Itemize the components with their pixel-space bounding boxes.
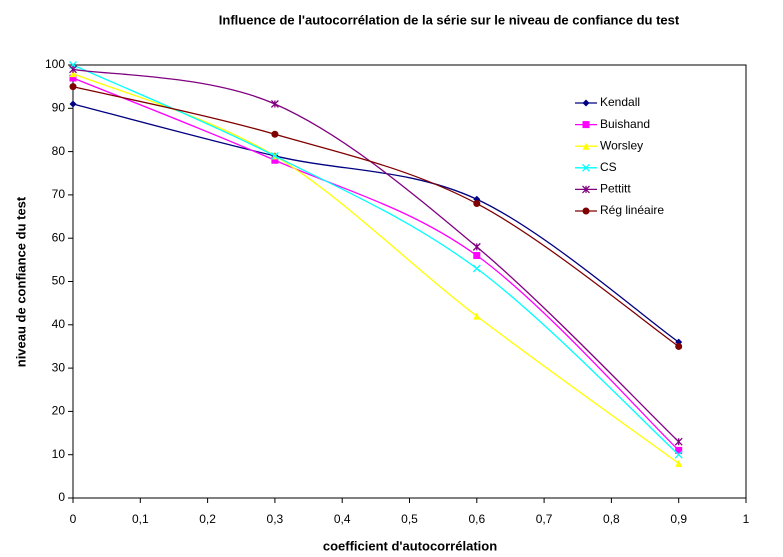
series-line (72, 103, 680, 343)
y-tick-label: 60 (52, 230, 66, 244)
y-axis-label: niveau de confiance du test (13, 196, 28, 367)
data-point (473, 252, 481, 260)
series-line (72, 86, 680, 347)
series-line (72, 64, 680, 456)
data-point (473, 200, 481, 208)
legend-label: Buishand (600, 117, 650, 131)
x-tick-label: 0,5 (401, 512, 418, 526)
legend-marker (582, 185, 590, 194)
legend-label: Pettitt (600, 182, 631, 196)
legend-marker (582, 207, 590, 215)
y-tick-label: 90 (52, 100, 66, 114)
data-point (270, 151, 279, 160)
data-point (69, 65, 77, 74)
data-point (270, 100, 279, 108)
x-tick-label: 0 (70, 512, 77, 526)
data-point (674, 437, 683, 446)
data-point (69, 100, 77, 108)
chart-title: Influence de l'autocorrélation de la sér… (219, 12, 680, 27)
legend-label: Worsley (600, 138, 643, 152)
x-tick-label: 0,4 (334, 512, 351, 526)
y-tick-label: 100 (45, 57, 65, 71)
data-point (69, 83, 77, 91)
data-point (69, 70, 77, 78)
series-line (72, 77, 680, 451)
x-tick-label: 0,6 (468, 512, 485, 526)
y-tick-label: 40 (52, 317, 66, 331)
data-point (271, 130, 279, 138)
y-tick-label: 70 (52, 187, 66, 201)
legend-marker (582, 142, 590, 150)
y-tick-label: 50 (52, 274, 66, 288)
series-line (72, 68, 680, 443)
legend-label: CS (600, 160, 617, 174)
legend-marker (582, 99, 590, 107)
x-axis-label: coefficient d'autocorrélation (323, 538, 497, 553)
data-point (675, 446, 683, 454)
data-point (473, 312, 481, 320)
data-point (675, 459, 683, 467)
y-tick-label: 20 (52, 404, 66, 418)
x-tick-label: 0,2 (199, 512, 216, 526)
data-point (472, 264, 481, 273)
series-line (72, 73, 680, 464)
x-tick-label: 0,3 (267, 512, 284, 526)
y-tick-label: 0 (58, 490, 65, 504)
y-tick-label: 80 (52, 144, 66, 158)
data-point (472, 242, 481, 251)
data-point (675, 342, 683, 350)
data-point (674, 450, 683, 459)
y-tick-label: 30 (52, 360, 66, 374)
x-tick-label: 0,7 (536, 512, 553, 526)
y-tick-label: 10 (52, 447, 66, 461)
x-tick-label: 0,9 (670, 512, 687, 526)
legend-label: Rég linéaire (600, 203, 664, 217)
legend-marker (582, 121, 590, 129)
legend-marker (582, 163, 590, 172)
x-tick-label: 0,8 (603, 512, 620, 526)
data-point (271, 156, 279, 164)
x-tick-label: 1 (743, 512, 750, 526)
data-point (69, 74, 77, 82)
x-tick-label: 0,1 (132, 512, 149, 526)
legend-label: Kendall (600, 95, 640, 109)
